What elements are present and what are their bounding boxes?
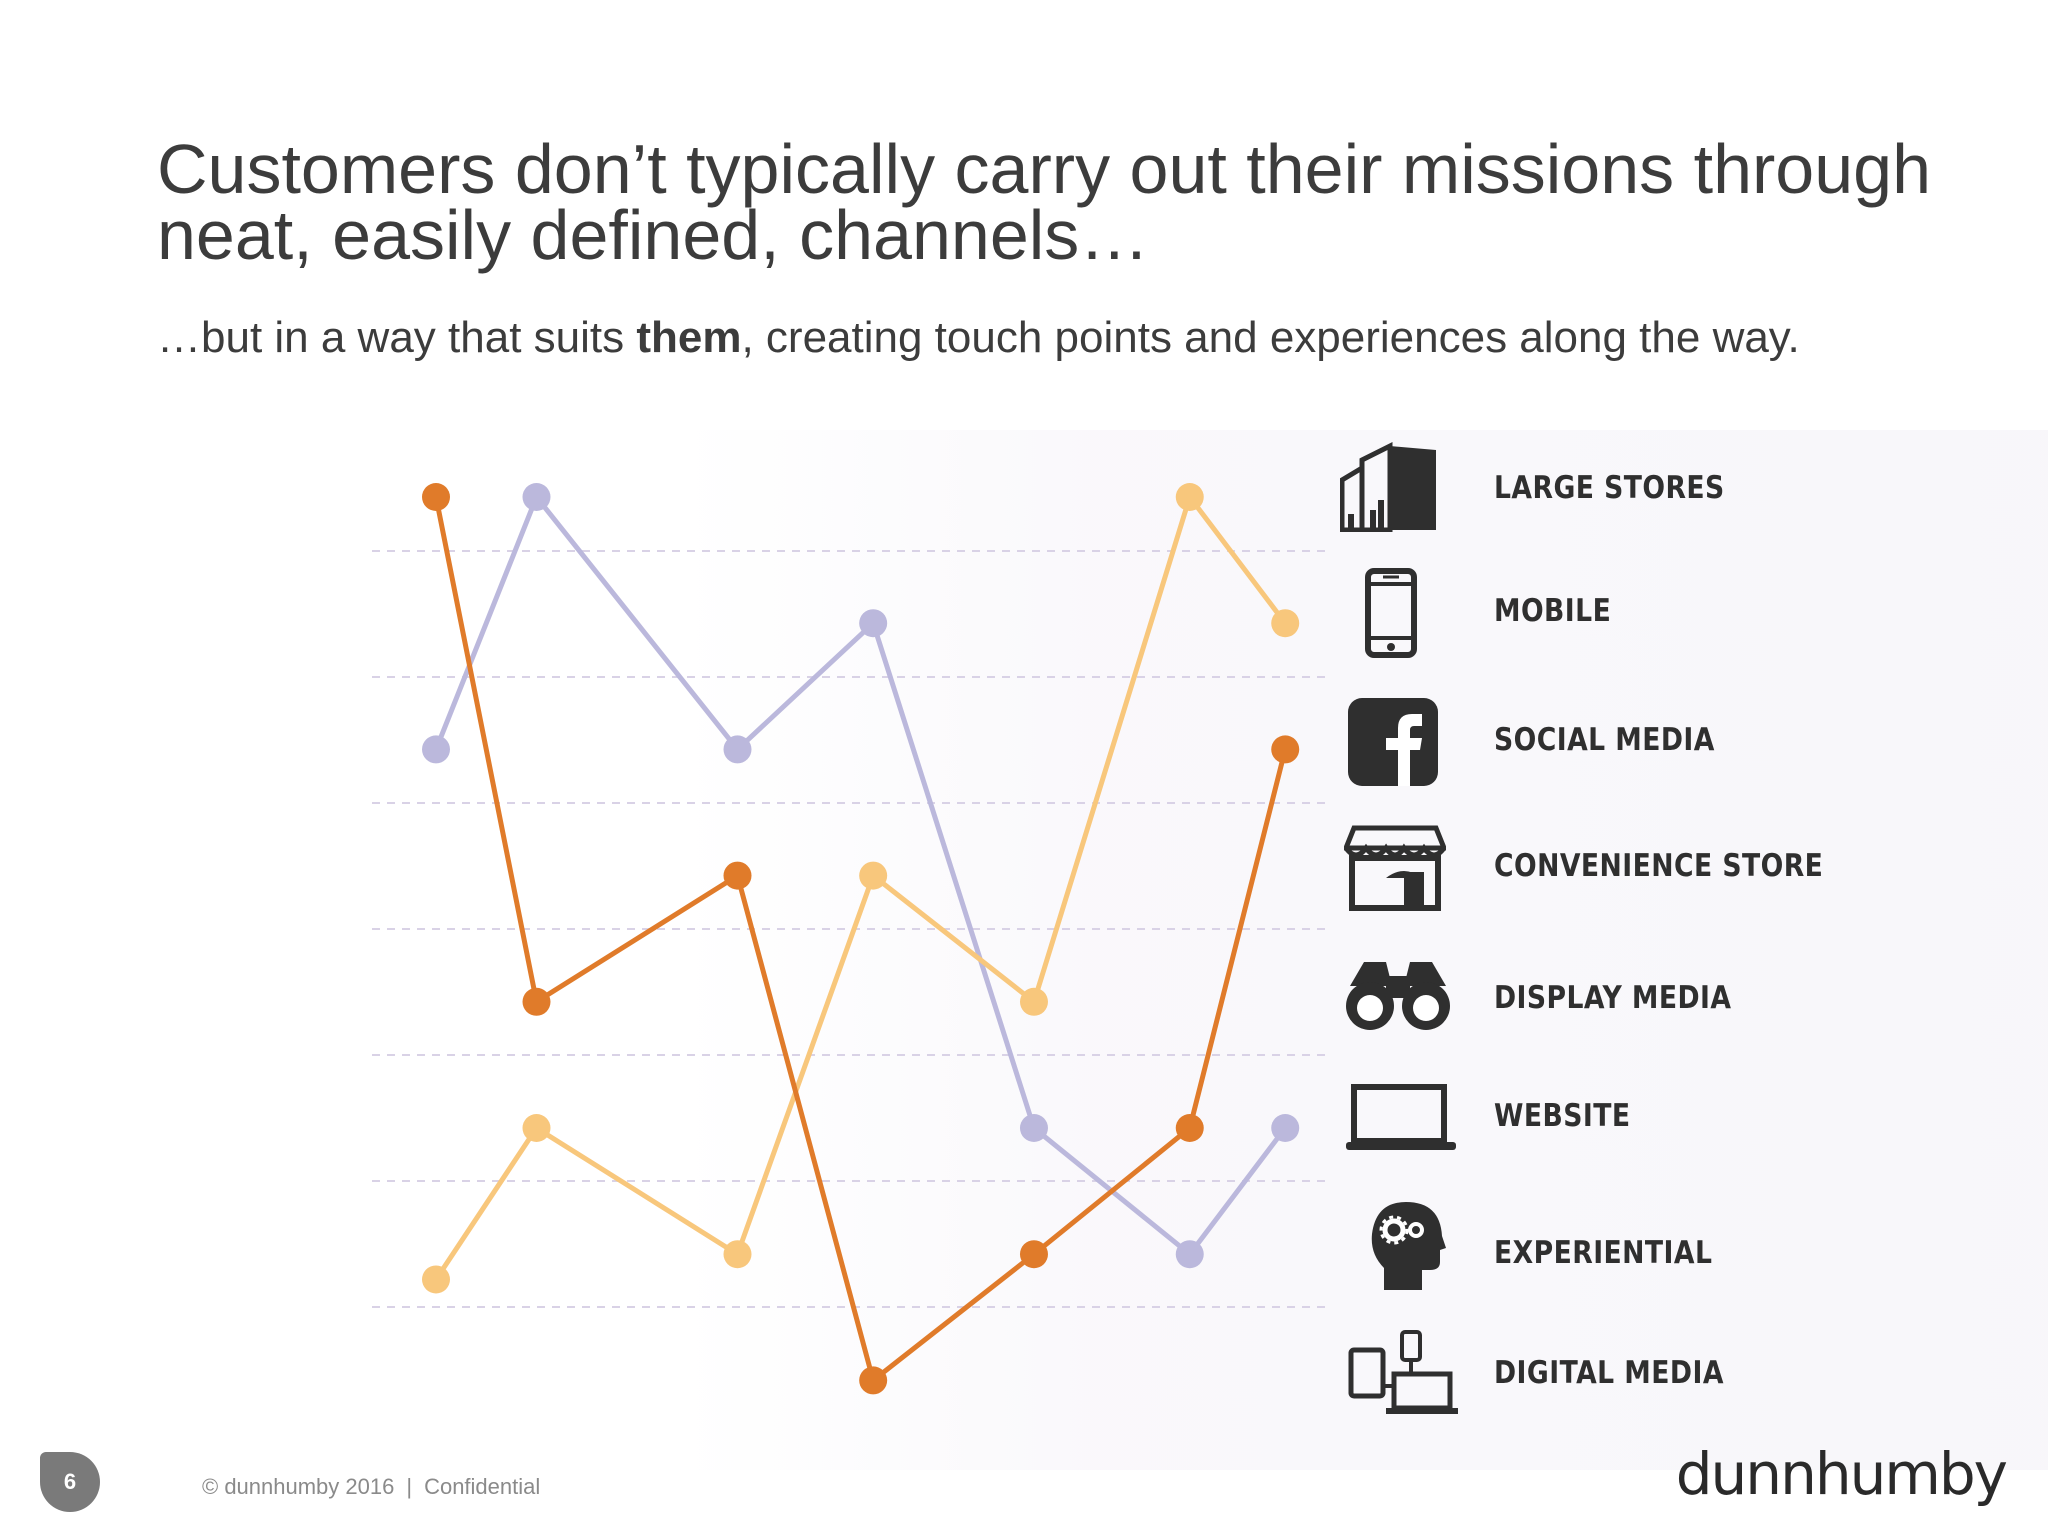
dunnhumby-logo: dunnhumby bbox=[1675, 1440, 2008, 1508]
data-point-orange-5 bbox=[1019, 1240, 1048, 1269]
legend-convenience-store: CONVENIENCE STORE bbox=[1494, 848, 1824, 884]
data-point-light-orange-1 bbox=[422, 1265, 450, 1294]
data-point-lavender-2 bbox=[522, 483, 551, 511]
data-point-orange-7 bbox=[1271, 735, 1300, 764]
data-point-light-orange-5 bbox=[1019, 987, 1048, 1016]
data-point-lavender-4 bbox=[859, 609, 888, 638]
title-line-2: neat, easily defined, channels… bbox=[157, 196, 1150, 274]
legend-large-stores: LARGE STORES bbox=[1494, 470, 1725, 506]
building-icon bbox=[1340, 441, 1436, 532]
legend-social-media: SOCIAL MEDIA bbox=[1494, 722, 1715, 758]
binoculars-icon bbox=[1346, 962, 1450, 1030]
title-line-1: Customers don’t typically carry out thei… bbox=[157, 130, 1932, 208]
mobile-phone-icon bbox=[1365, 568, 1417, 658]
legend-experiential: EXPERIENTIAL bbox=[1494, 1235, 1713, 1271]
slide-subtitle: …but in a way that suits them, creating … bbox=[157, 312, 1977, 364]
laptop-icon bbox=[1346, 1084, 1456, 1150]
data-point-lavender-1 bbox=[422, 735, 450, 764]
subtitle-pre: …but in a way that suits bbox=[157, 313, 637, 362]
storefront-icon bbox=[1344, 825, 1446, 911]
data-point-orange-1 bbox=[422, 483, 450, 511]
data-point-light-orange-2 bbox=[522, 1114, 551, 1142]
data-point-orange-2 bbox=[522, 987, 551, 1016]
slide-title: Customers don’t typically carry out thei… bbox=[157, 130, 1977, 274]
devices-icon bbox=[1348, 1330, 1458, 1414]
data-point-light-orange-3 bbox=[723, 1240, 752, 1269]
facebook-icon bbox=[1348, 698, 1438, 786]
data-point-lavender-6 bbox=[1175, 1240, 1204, 1269]
data-point-lavender-7 bbox=[1271, 1114, 1300, 1142]
footer-copyright: © dunnhumby 2016 bbox=[202, 1474, 395, 1499]
grid-lines bbox=[372, 550, 1330, 1308]
data-point-orange-4 bbox=[859, 1366, 888, 1395]
footer-text: © dunnhumby 2016 | Confidential bbox=[202, 1474, 540, 1500]
data-point-orange-6 bbox=[1175, 1114, 1204, 1142]
footer-separator: | bbox=[406, 1474, 413, 1499]
legend-mobile: MOBILE bbox=[1494, 593, 1612, 629]
footer-confidential: Confidential bbox=[424, 1474, 541, 1499]
legend-display-media: DISPLAY MEDIA bbox=[1494, 980, 1732, 1016]
legend-website: WEBSITE bbox=[1494, 1098, 1631, 1134]
series-points bbox=[422, 483, 1300, 1395]
data-point-light-orange-4 bbox=[859, 861, 888, 890]
series-line-light-orange bbox=[433, 494, 1288, 1281]
data-point-lavender-5 bbox=[1019, 1114, 1048, 1142]
legend-digital-media: DIGITAL MEDIA bbox=[1494, 1355, 1724, 1391]
subtitle-post: , creating touch points and experiences … bbox=[741, 313, 1800, 362]
subtitle-bold: them bbox=[636, 313, 742, 362]
data-point-light-orange-6 bbox=[1175, 483, 1204, 511]
series-lines bbox=[433, 494, 1288, 1383]
data-point-lavender-3 bbox=[723, 735, 752, 764]
data-point-light-orange-7 bbox=[1271, 609, 1300, 638]
head-gears-icon bbox=[1371, 1202, 1446, 1290]
series-line-orange bbox=[433, 496, 1288, 1383]
data-point-orange-3 bbox=[723, 861, 752, 890]
page-number-badge: 6 bbox=[40, 1452, 100, 1512]
